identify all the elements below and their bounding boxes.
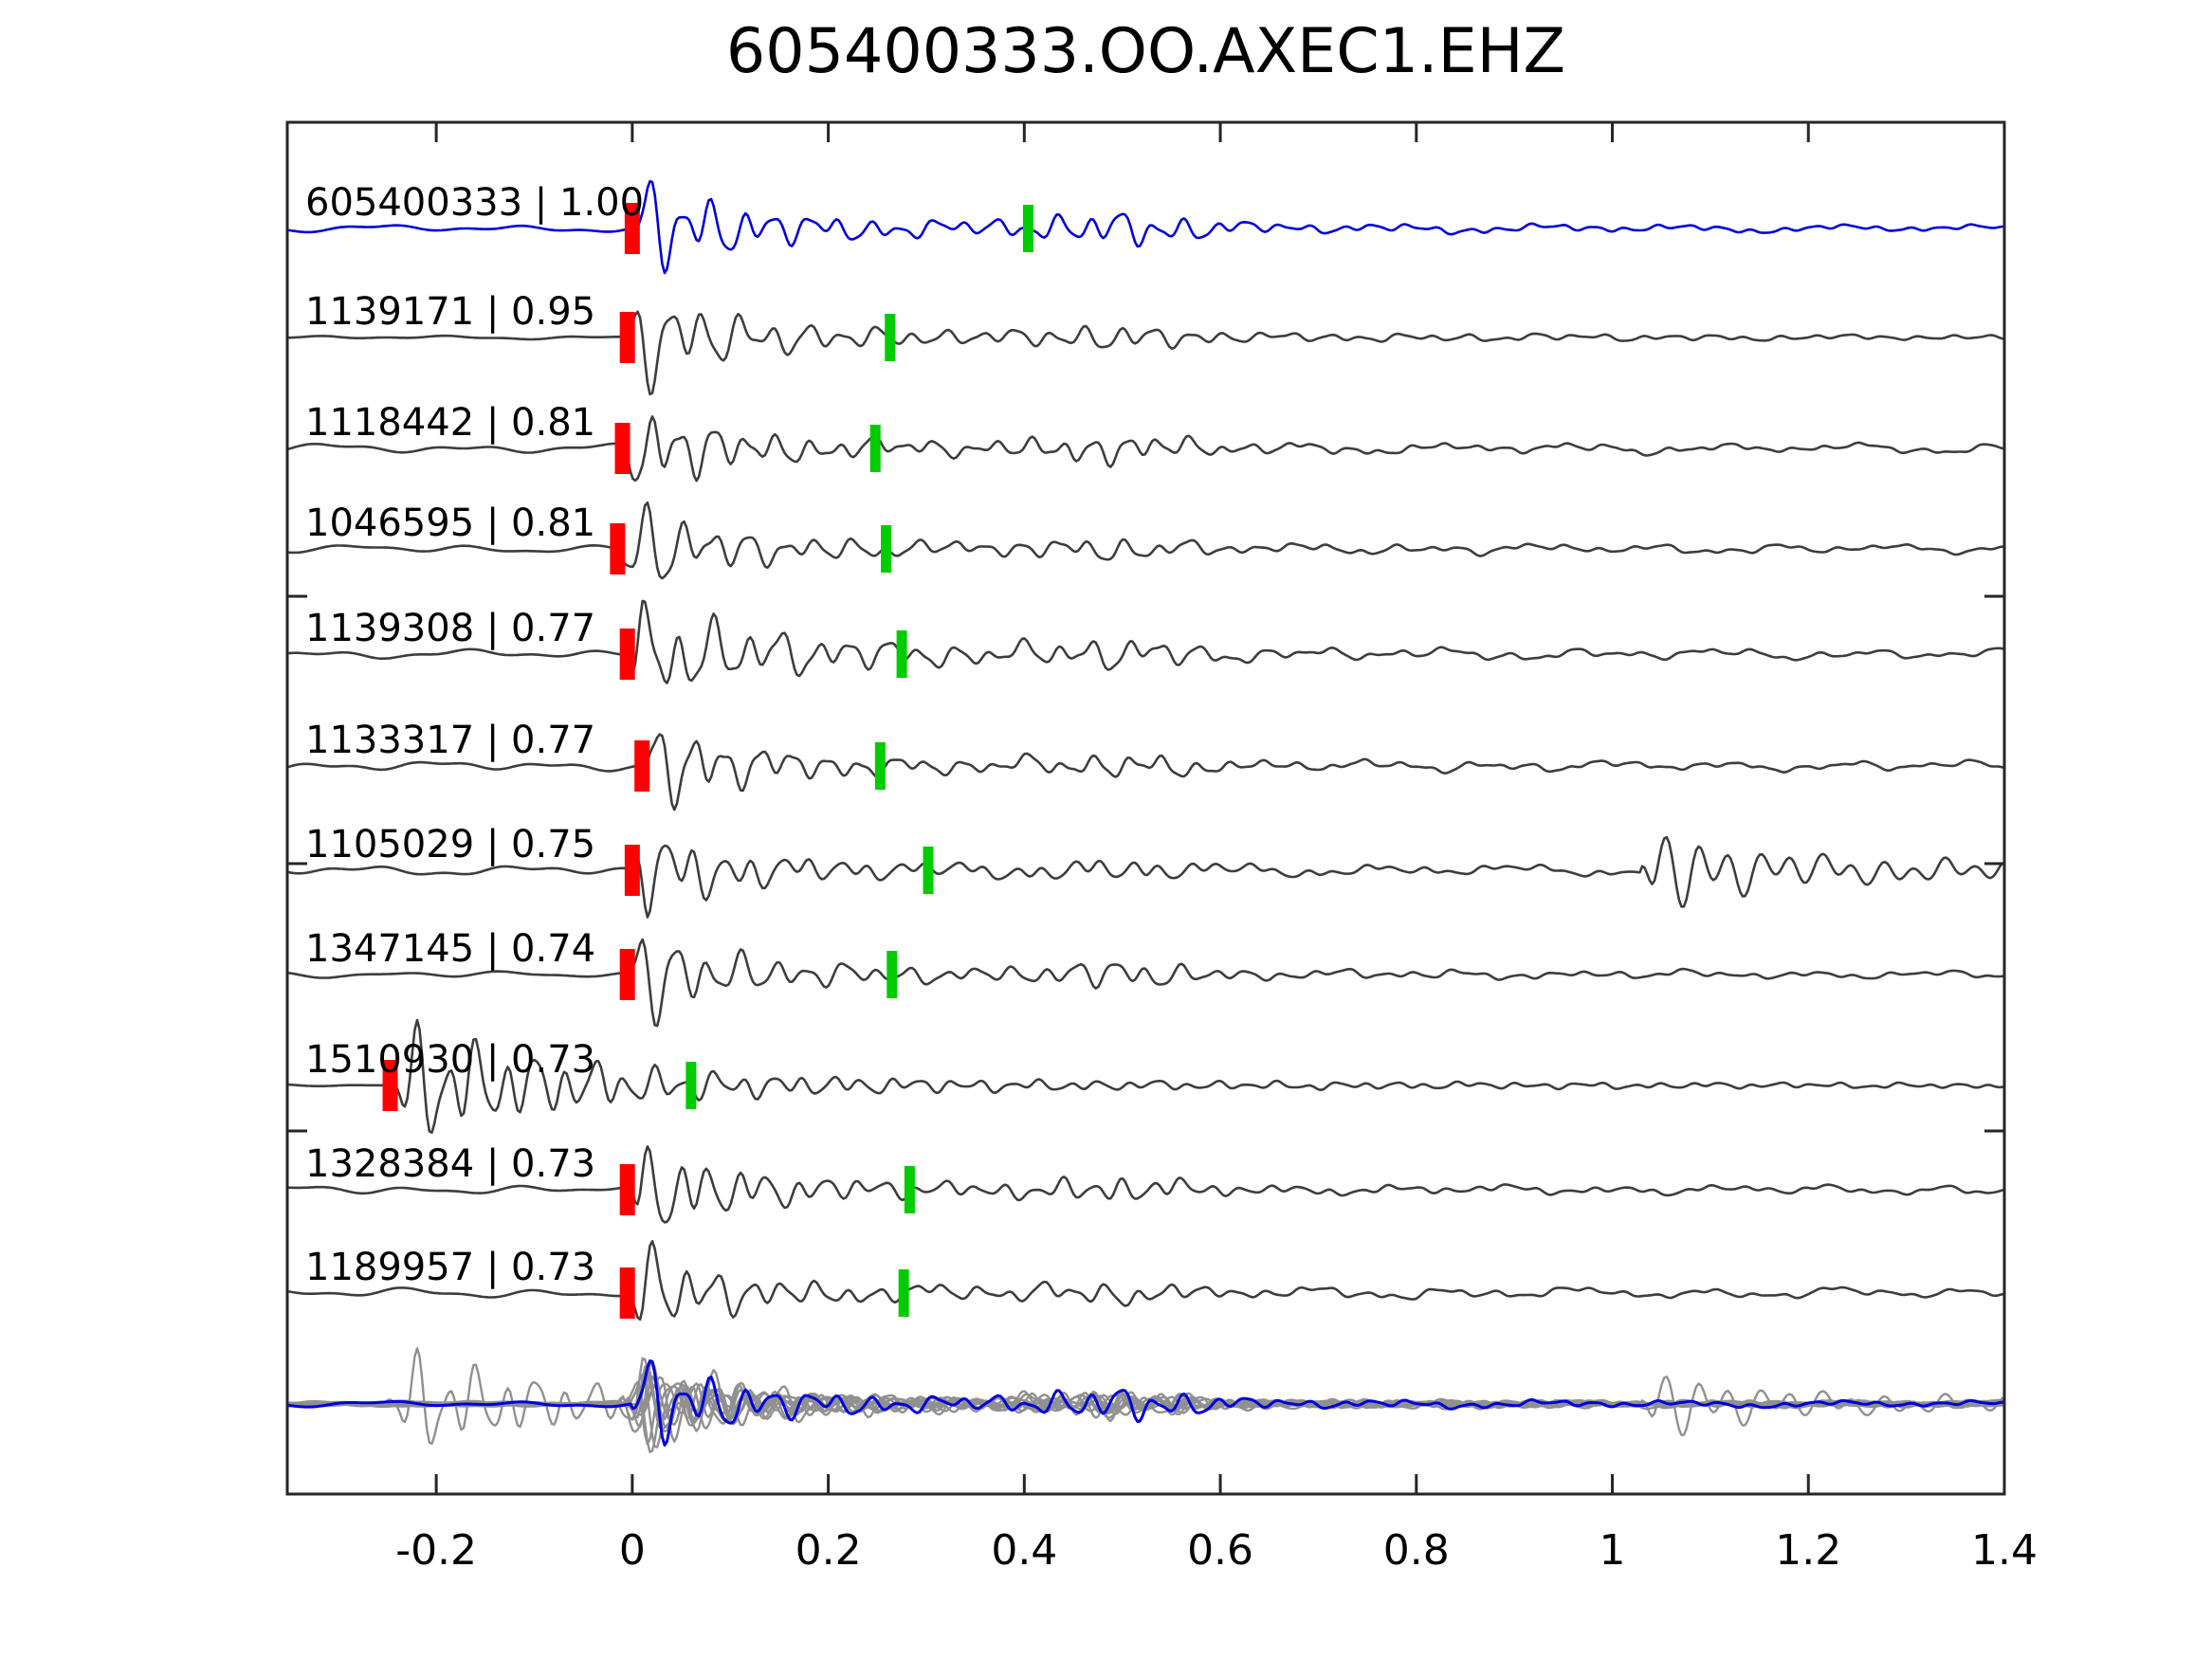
detection-waveform bbox=[287, 415, 2004, 483]
green-pick-marker bbox=[1022, 205, 1033, 252]
detection-waveform bbox=[287, 310, 2004, 396]
green-pick-marker bbox=[881, 525, 892, 573]
green-pick-marker bbox=[874, 742, 886, 790]
detection-waveform bbox=[287, 733, 2004, 811]
detection-waveform bbox=[287, 599, 2004, 684]
red-pick-marker bbox=[614, 423, 631, 474]
trace-label: 1046595 | 0.81 bbox=[305, 501, 595, 545]
x-axis-tick-label: 0.4 bbox=[991, 1526, 1057, 1575]
green-pick-marker bbox=[686, 1062, 697, 1109]
green-pick-marker bbox=[923, 847, 934, 894]
overlay-member-waveform bbox=[287, 1359, 2004, 1429]
x-axis-tick-label: 1.4 bbox=[1971, 1526, 2038, 1575]
detection-waveform bbox=[287, 1018, 2004, 1134]
green-pick-marker bbox=[904, 1166, 915, 1213]
red-pick-marker bbox=[619, 1164, 635, 1215]
x-axis-tick-label: -0.2 bbox=[395, 1526, 477, 1575]
trace-label: 1139308 | 0.77 bbox=[305, 607, 595, 650]
trace-label: 1133317 | 0.77 bbox=[305, 719, 595, 762]
overlay-member-waveform bbox=[287, 1380, 2004, 1453]
green-pick-marker bbox=[869, 425, 881, 472]
red-pick-marker bbox=[624, 203, 640, 254]
trace-label: 1510930 | 0.73 bbox=[305, 1038, 595, 1082]
plot-border bbox=[285, 120, 2006, 1496]
detection-waveform bbox=[287, 501, 2004, 580]
red-pick-marker bbox=[619, 1267, 635, 1319]
x-axis-tick-label: 0 bbox=[619, 1526, 646, 1575]
green-pick-marker bbox=[885, 314, 896, 361]
trace-label: 1105029 | 0.75 bbox=[305, 823, 595, 866]
x-axis-tick-label: 0.2 bbox=[795, 1526, 862, 1575]
overlay-member-waveform bbox=[287, 1347, 2004, 1446]
waveforms-group bbox=[287, 179, 2004, 1453]
x-axis-tick-label: 0.6 bbox=[1187, 1526, 1253, 1575]
green-pick-marker bbox=[896, 630, 907, 678]
trace-label: 1347145 | 0.74 bbox=[305, 927, 595, 971]
overlay-template-waveform bbox=[287, 1359, 2004, 1447]
red-pick-marker bbox=[619, 312, 635, 363]
overlay-member-waveform bbox=[287, 1357, 2004, 1430]
template-waveform bbox=[287, 179, 2004, 275]
red-pick-marker bbox=[619, 949, 635, 1000]
detection-waveform bbox=[287, 938, 2004, 1028]
red-pick-marker bbox=[619, 629, 635, 680]
detection-waveform bbox=[287, 1145, 2004, 1224]
trace-label: 1189957 | 0.73 bbox=[305, 1246, 595, 1289]
trace-label: 605400333 | 1.00 bbox=[305, 181, 644, 225]
trace-label: 1328384 | 0.73 bbox=[305, 1142, 595, 1186]
green-pick-marker bbox=[898, 1269, 909, 1317]
trace-label: 1118442 | 0.81 bbox=[305, 401, 595, 445]
red-pick-marker bbox=[382, 1060, 398, 1111]
chart-title: 605400333.OO.AXEC1.EHZ bbox=[726, 16, 1565, 87]
red-pick-marker bbox=[624, 845, 640, 896]
trace-label: 1139171 | 0.95 bbox=[305, 290, 595, 334]
red-pick-marker bbox=[610, 523, 626, 574]
x-axis-tick-label: 0.8 bbox=[1383, 1526, 1450, 1575]
green-pick-marker bbox=[887, 951, 898, 998]
detection-waveform bbox=[287, 1240, 2004, 1322]
detection-waveform bbox=[287, 835, 2004, 919]
x-axis-tick-label: 1.2 bbox=[1775, 1526, 1841, 1575]
red-pick-marker bbox=[634, 740, 650, 792]
x-axis-tick-label: 1 bbox=[1600, 1526, 1626, 1575]
